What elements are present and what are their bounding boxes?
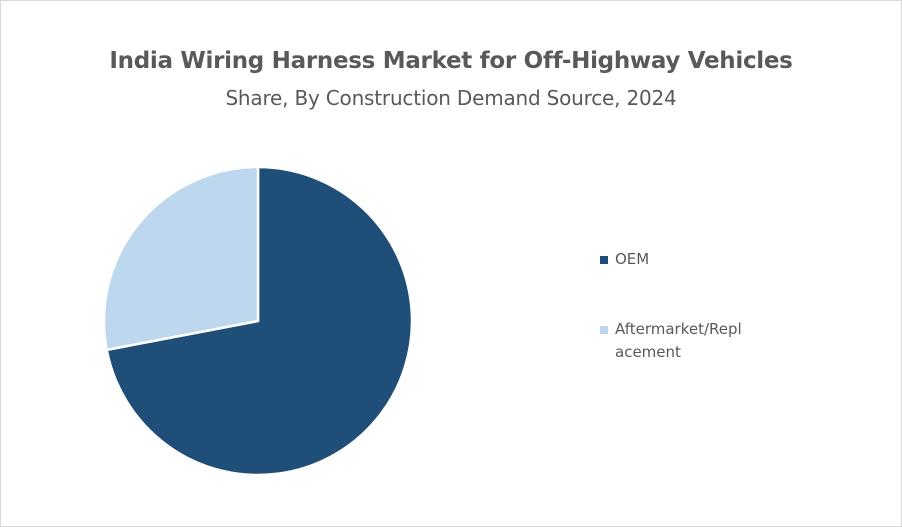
chart-subtitle: Share, By Construction Demand Source, 20… [225,86,677,110]
legend-item-aftermarket: Aftermarket/Repl acement [600,318,770,364]
chart-legend: OEM Aftermarket/Repl acement [600,248,770,364]
legend-label-oem: OEM [615,250,650,268]
legend-label-aftermarket-line1: Aftermarket/Repl [615,320,742,338]
legend-label-aftermarket-line2: acement [615,343,681,361]
legend-swatch-oem [600,256,608,264]
chart-title: India Wiring Harness Market for Off-High… [109,48,793,74]
pie-slice-oem [105,165,414,477]
legend-item-oem: OEM [600,248,770,271]
legend-swatch-aftermarket [600,326,608,334]
pie-slice-aftermarket [102,165,260,352]
